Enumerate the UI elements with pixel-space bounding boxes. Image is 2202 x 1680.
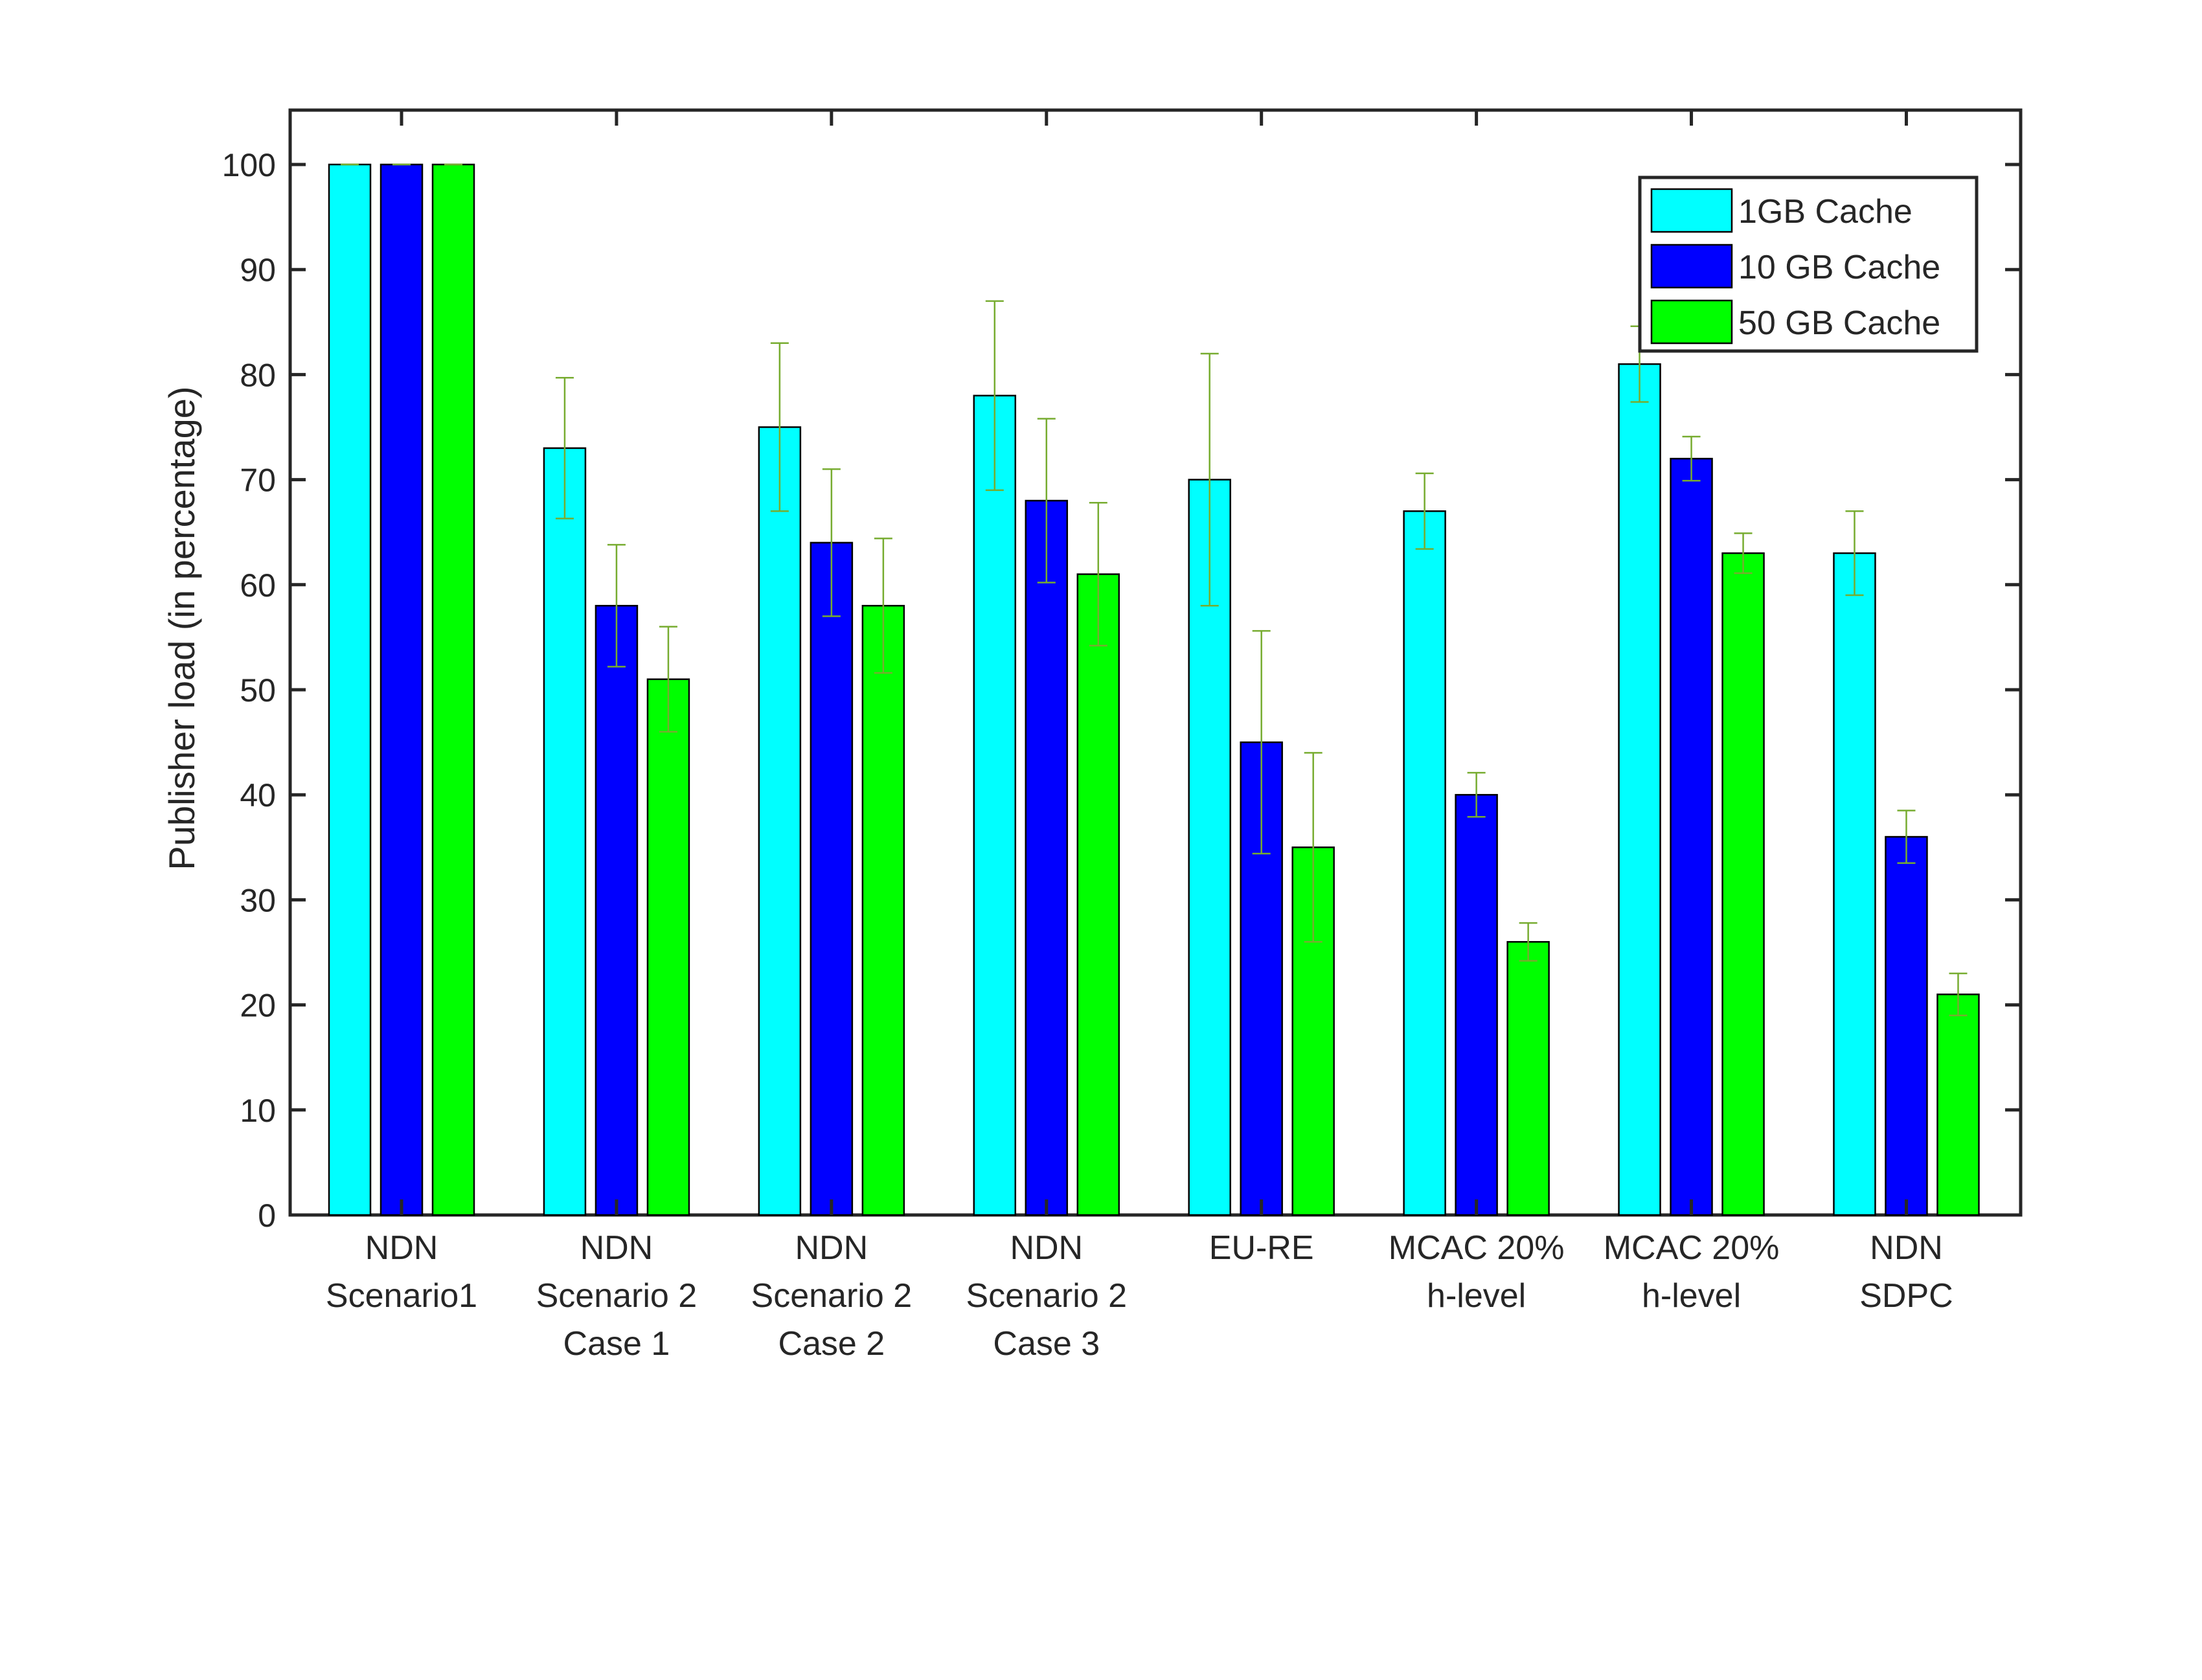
bar — [1936, 993, 1980, 1216]
bar — [595, 604, 639, 1216]
bar — [810, 541, 854, 1216]
bar — [758, 426, 802, 1216]
bar — [1506, 941, 1550, 1216]
x-tick-label-line: MCAC 20% — [1604, 1229, 1780, 1267]
y-tick-label: 80 — [240, 357, 276, 393]
bar — [973, 394, 1017, 1216]
bars-group — [328, 163, 1980, 1216]
x-tick-label-line: NDN — [1870, 1229, 1943, 1267]
legend-swatch — [1650, 188, 1733, 233]
bar — [1188, 479, 1231, 1216]
x-tick-label: NDN Scenario 2 Case 3 — [966, 1229, 1127, 1363]
bar — [1885, 835, 1928, 1216]
x-tick-label-line: NDN — [795, 1229, 868, 1267]
y-tick-label: 0 — [258, 1198, 276, 1234]
x-tick-label-line: Scenario 2 — [751, 1277, 913, 1315]
x-tick-label-line: Case 1 — [563, 1325, 670, 1363]
x-tick-label-line: Case 3 — [993, 1325, 1100, 1363]
x-tick-label-line: SDPC — [1859, 1277, 1953, 1315]
x-tick-labels: NDN Scenario1 NDN Scenario 2 Case 1 NDN Scenar… — [326, 1229, 1953, 1363]
x-tick-label: EU-RE — [1209, 1229, 1314, 1267]
y-axis-label: Publisher load (in percentage) — [161, 386, 202, 870]
bar — [1025, 499, 1069, 1216]
bar — [646, 678, 690, 1216]
bar — [1076, 573, 1120, 1216]
bar — [328, 163, 372, 1216]
x-tick-label: NDN Scenario 2 Case 1 — [536, 1229, 698, 1363]
axes-group — [290, 110, 2021, 1217]
bar — [1618, 363, 1661, 1216]
x-tick-label: MCAC 20% h-level — [1604, 1229, 1780, 1315]
bar — [431, 163, 475, 1216]
x-tick-label-line: NDN — [580, 1229, 653, 1267]
bar — [1670, 457, 1713, 1216]
x-tick-label: NDN Scenario1 — [326, 1229, 477, 1315]
x-tick-label: NDN SDPC — [1859, 1229, 1953, 1315]
y-tick-labels: 0 10 20 30 40 50 60 70 80 90 100 — [222, 147, 276, 1234]
legend-swatch — [1650, 244, 1733, 289]
legend-swatch — [1650, 299, 1733, 345]
x-tick-label-line: h-level — [1427, 1277, 1526, 1315]
y-tick-label: 20 — [240, 988, 276, 1024]
y-tick-label: 90 — [240, 252, 276, 288]
bar — [380, 163, 424, 1216]
x-tick-label-line: Scenario 2 — [536, 1277, 698, 1315]
errorbars-group — [341, 163, 1968, 1017]
legend: 1GB Cache 10 GB Cache 50 GB Cache — [1638, 176, 1979, 353]
bar — [1403, 510, 1446, 1216]
legend-label: 1GB Cache — [1738, 193, 1913, 231]
bar — [543, 447, 587, 1216]
y-tick-label: 60 — [240, 567, 276, 604]
x-tick-label-line: h-level — [1642, 1277, 1741, 1315]
y-tick-label: 70 — [240, 462, 276, 499]
bar — [1721, 552, 1765, 1216]
y-tick-label: 100 — [222, 147, 276, 183]
x-tick-label-line: Scenario 2 — [966, 1277, 1127, 1315]
x-tick-label-line: NDN — [1010, 1229, 1083, 1267]
x-tick-label-line: Case 2 — [778, 1325, 885, 1363]
y-tick-label: 30 — [240, 882, 276, 918]
y-tick-label: 40 — [240, 777, 276, 813]
legend-label: 10 GB Cache — [1738, 249, 1940, 286]
x-tick-label-line: NDN — [365, 1229, 438, 1267]
x-tick-label: MCAC 20% h-level — [1389, 1229, 1565, 1315]
y-tick-label: 50 — [240, 672, 276, 709]
bar — [1455, 793, 1498, 1216]
y-tick-label: 10 — [240, 1093, 276, 1129]
x-tick-label-line: MCAC 20% — [1389, 1229, 1565, 1267]
bar — [1833, 552, 1876, 1216]
x-tick-label-line: EU-RE — [1209, 1229, 1314, 1267]
bar — [861, 604, 905, 1216]
legend-label: 50 GB Cache — [1738, 304, 1940, 342]
x-tick-label: NDN Scenario 2 Case 2 — [751, 1229, 913, 1363]
x-tick-label-line: Scenario1 — [326, 1277, 477, 1315]
